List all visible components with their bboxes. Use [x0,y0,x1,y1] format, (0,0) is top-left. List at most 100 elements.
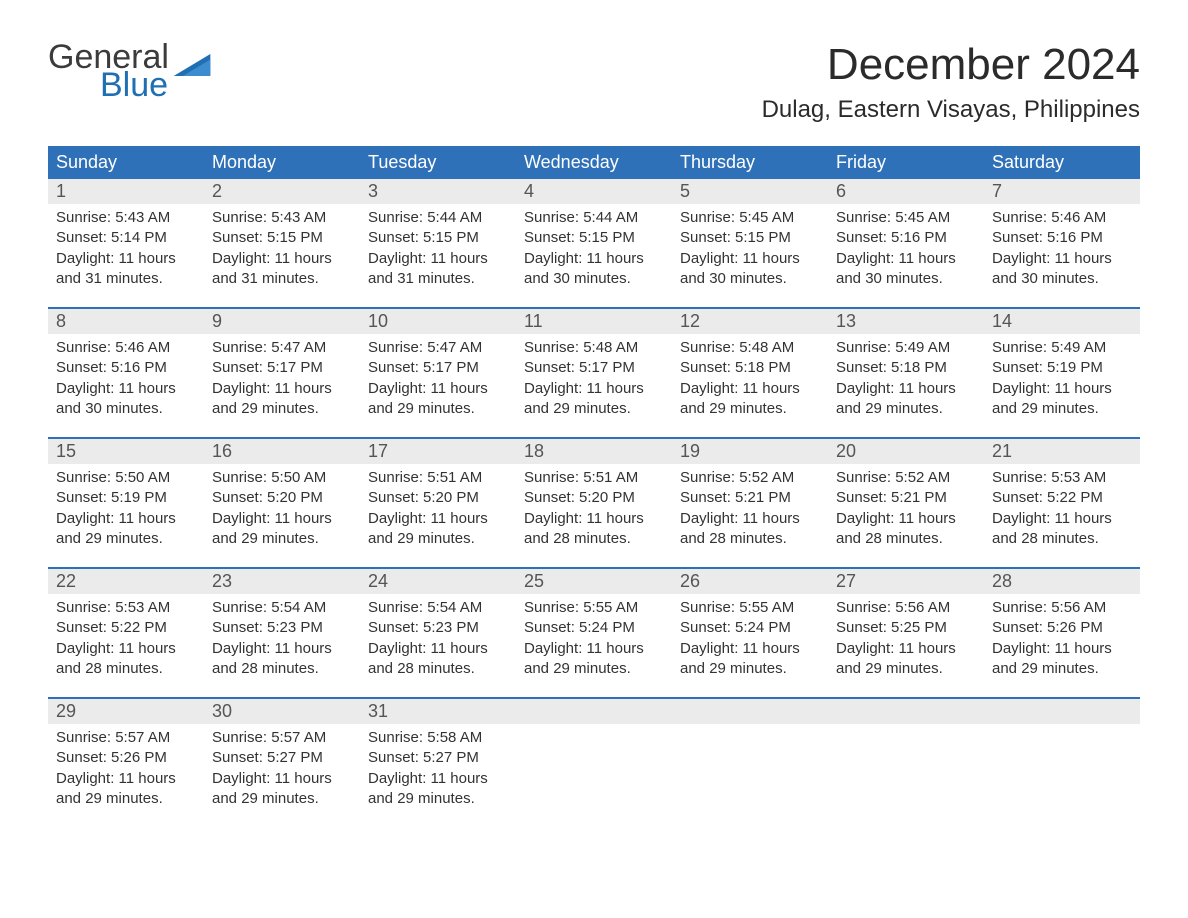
page-header: General Blue December 2024 Dulag, Easter… [48,40,1140,138]
sunset-text: Sunset: 5:17 PM [524,358,664,378]
day-number: 8 [48,309,204,334]
calendar-week-row: 1 Sunrise: 5:43 AMSunset: 5:14 PM Daylight… [48,179,1140,308]
day-number: 26 [672,569,828,594]
day-number: 31 [360,699,516,724]
day-details: Sunrise: 5:48 AMSunset: 5:18 PMDaylight:… [672,334,828,427]
sunset-text: Sunset: 5:16 PM [992,228,1132,248]
daylight-text: Daylight: 11 hours and 29 minutes. [212,769,352,810]
sunrise-text: Sunrise: 5:52 AM [836,468,976,488]
sunset-text: Sunset: 5:14 PM [56,228,196,248]
weekday-header: Friday [828,146,984,179]
daylight-text: Daylight: 11 hours and 31 minutes. [368,249,508,290]
day-details: Sunrise: 5:45 AMSunset: 5:16 PMDaylight:… [828,204,984,297]
day-details: Sunrise: 5:47 AMSunset: 5:17 PMDaylight:… [204,334,360,427]
calendar-day-cell: 16Sunrise: 5:50 AMSunset: 5:20 PMDayligh… [204,439,360,568]
sunset-text: Sunset: 5:23 PM [212,618,352,638]
day-details: Sunrise: 5:44 AMSunset: 5:15 PMDaylight:… [516,204,672,297]
daylight-text: Daylight: 11 hours and 30 minutes. [992,249,1132,290]
day-details: Sunrise: 5:55 AMSunset: 5:24 PMDaylight:… [516,594,672,687]
calendar-day-cell: 18Sunrise: 5:51 AMSunset: 5:20 PMDayligh… [516,439,672,568]
weekday-header: Sunday [48,146,204,179]
daylight-text: Daylight: 11 hours and 28 minutes. [524,509,664,550]
sunset-text: Sunset: 5:22 PM [56,618,196,638]
day-details: Sunrise: 5:51 AMSunset: 5:20 PMDaylight:… [360,464,516,557]
day-details: Sunrise: 5:46 AMSunset: 5:16 PMDaylight:… [984,204,1140,297]
day-number: 30 [204,699,360,724]
calendar-day-cell: 27Sunrise: 5:56 AMSunset: 5:25 PMDayligh… [828,569,984,698]
day-details: Sunrise: 5:55 AMSunset: 5:24 PMDaylight:… [672,594,828,687]
brand-logo: General Blue [48,40,211,102]
day-details: Sunrise: 5:44 AMSunset: 5:15 PMDaylight:… [360,204,516,297]
day-number: 7 [984,179,1140,204]
sunset-text: Sunset: 5:21 PM [836,488,976,508]
sunset-text: Sunset: 5:21 PM [680,488,820,508]
sunrise-text: Sunrise: 5:43 AM [56,208,196,228]
sunrise-text: Sunrise: 5:47 AM [212,338,352,358]
calendar-day-cell: 19Sunrise: 5:52 AMSunset: 5:21 PMDayligh… [672,439,828,568]
daylight-text: Daylight: 11 hours and 29 minutes. [680,379,820,420]
daylight-text: Daylight: 11 hours and 29 minutes. [836,639,976,680]
sunset-text: Sunset: 5:26 PM [992,618,1132,638]
calendar-day-cell: 10Sunrise: 5:47 AMSunset: 5:17 PMDayligh… [360,309,516,438]
daylight-text: Daylight: 11 hours and 30 minutes. [836,249,976,290]
day-number: 1 [48,179,204,204]
day-number: 5 [672,179,828,204]
sunset-text: Sunset: 5:20 PM [212,488,352,508]
calendar-day-cell: 28Sunrise: 5:56 AMSunset: 5:26 PMDayligh… [984,569,1140,698]
day-details: Sunrise: 5:54 AMSunset: 5:23 PMDaylight:… [204,594,360,687]
day-details: Sunrise: 5:51 AMSunset: 5:20 PMDaylight:… [516,464,672,557]
sunset-text: Sunset: 5:15 PM [212,228,352,248]
sunrise-text: Sunrise: 5:44 AM [368,208,508,228]
daylight-text: Daylight: 11 hours and 30 minutes. [524,249,664,290]
calendar-day-cell: 23Sunrise: 5:54 AMSunset: 5:23 PMDayligh… [204,569,360,698]
daylight-text: Daylight: 11 hours and 29 minutes. [212,379,352,420]
day-number: 25 [516,569,672,594]
sunset-text: Sunset: 5:17 PM [368,358,508,378]
sunset-text: Sunset: 5:27 PM [212,748,352,768]
day-number: 23 [204,569,360,594]
sunset-text: Sunset: 5:27 PM [368,748,508,768]
sunset-text: Sunset: 5:19 PM [56,488,196,508]
calendar-day-cell: 26Sunrise: 5:55 AMSunset: 5:24 PMDayligh… [672,569,828,698]
day-details: Sunrise: 5:57 AMSunset: 5:26 PMDaylight:… [48,724,204,817]
calendar-day-cell: 25Sunrise: 5:55 AMSunset: 5:24 PMDayligh… [516,569,672,698]
sunrise-text: Sunrise: 5:57 AM [56,728,196,748]
sunrise-text: Sunrise: 5:45 AM [680,208,820,228]
sunset-text: Sunset: 5:18 PM [836,358,976,378]
day-details: Sunrise: 5:49 AMSunset: 5:18 PMDaylight:… [828,334,984,427]
day-number: 16 [204,439,360,464]
weekday-header: Thursday [672,146,828,179]
day-details: Sunrise: 5:54 AMSunset: 5:23 PMDaylight:… [360,594,516,687]
day-number: 15 [48,439,204,464]
calendar-day-cell [828,699,984,827]
sunset-text: Sunset: 5:16 PM [836,228,976,248]
sunrise-text: Sunrise: 5:49 AM [836,338,976,358]
weekday-header: Saturday [984,146,1140,179]
calendar-day-cell: 22Sunrise: 5:53 AMSunset: 5:22 PMDayligh… [48,569,204,698]
day-details: Sunrise: 5:52 AMSunset: 5:21 PMDaylight:… [828,464,984,557]
calendar-day-cell [516,699,672,827]
sunrise-text: Sunrise: 5:54 AM [368,598,508,618]
day-details: Sunrise: 5:48 AMSunset: 5:17 PMDaylight:… [516,334,672,427]
sunrise-text: Sunrise: 5:50 AM [56,468,196,488]
day-details: Sunrise: 5:50 AMSunset: 5:20 PMDaylight:… [204,464,360,557]
weekday-header: Tuesday [360,146,516,179]
sunrise-text: Sunrise: 5:48 AM [680,338,820,358]
calendar-week-row: 29Sunrise: 5:57 AMSunset: 5:26 PMDayligh… [48,699,1140,827]
daylight-text: Daylight: 11 hours and 29 minutes. [992,639,1132,680]
sunset-text: Sunset: 5:25 PM [836,618,976,638]
daylight-text: Daylight: 11 hours and 28 minutes. [368,639,508,680]
daylight-text: Daylight: 11 hours and 29 minutes. [56,509,196,550]
calendar-day-cell: 17Sunrise: 5:51 AMSunset: 5:20 PMDayligh… [360,439,516,568]
calendar-day-cell: 14Sunrise: 5:49 AMSunset: 5:19 PMDayligh… [984,309,1140,438]
day-number: 9 [204,309,360,334]
sunrise-text: Sunrise: 5:53 AM [992,468,1132,488]
day-number: 29 [48,699,204,724]
daylight-text: Daylight: 11 hours and 28 minutes. [212,639,352,680]
day-details: Sunrise: 5:50 AMSunset: 5:19 PMDaylight:… [48,464,204,557]
day-number: 12 [672,309,828,334]
sunrise-text: Sunrise: 5:56 AM [836,598,976,618]
sunrise-text: Sunrise: 5:54 AM [212,598,352,618]
day-number-empty [828,699,984,724]
day-number: 4 [516,179,672,204]
